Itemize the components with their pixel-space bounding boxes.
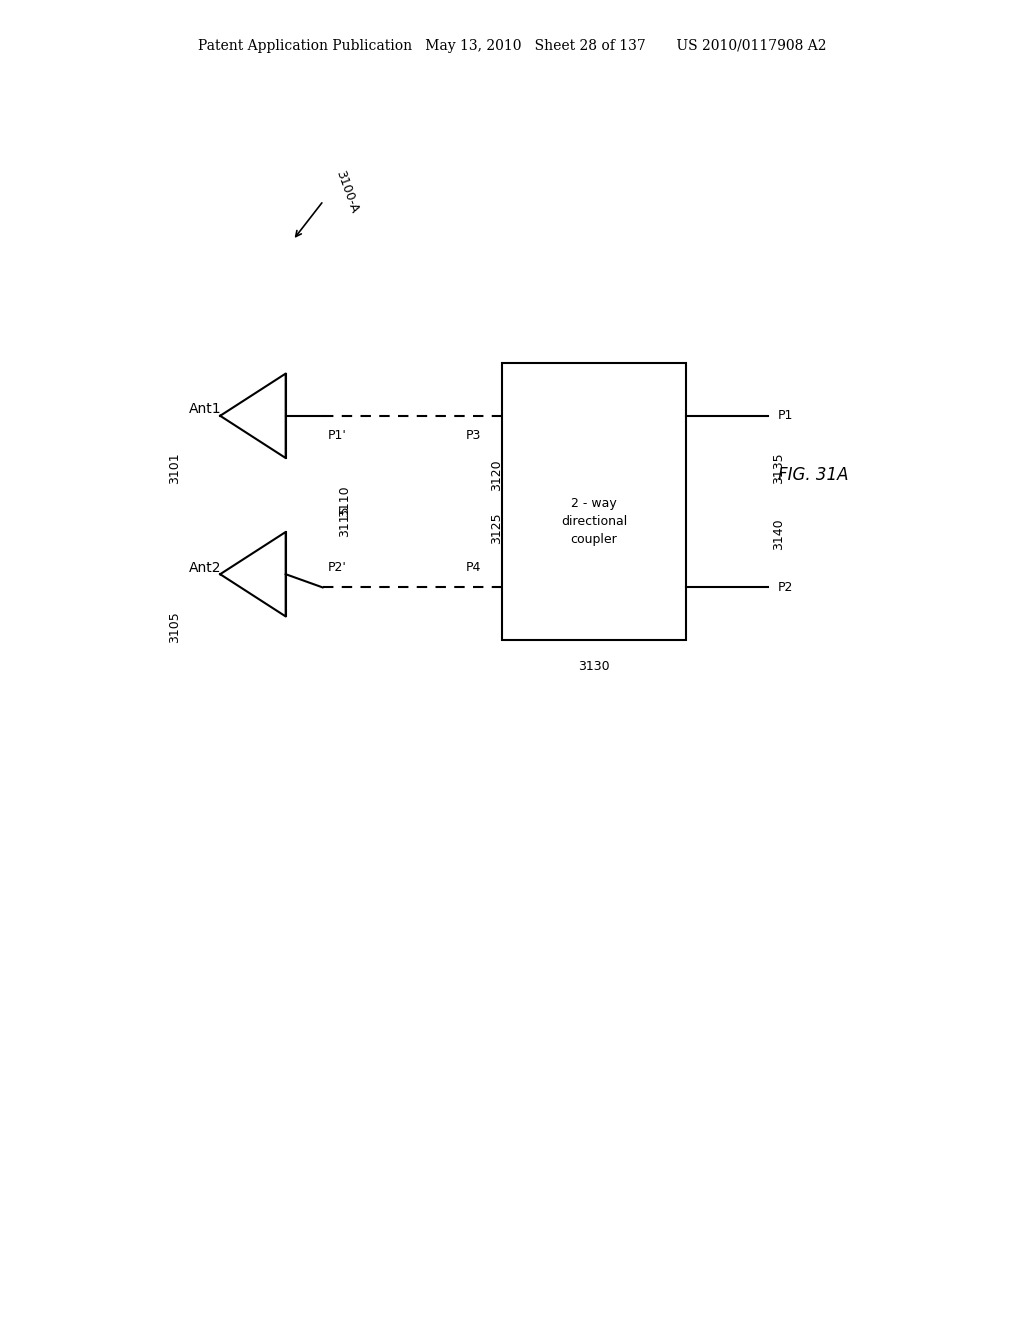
Text: P1: P1 [778,409,794,422]
Text: 2 - way
directional
coupler: 2 - way directional coupler [561,496,627,546]
Text: 3105: 3105 [168,611,180,643]
Text: P2: P2 [778,581,794,594]
Text: Ant1: Ant1 [188,403,221,416]
Text: FIG. 31A: FIG. 31A [778,466,849,484]
Text: 3140: 3140 [772,519,784,550]
Text: Patent Application Publication   May 13, 2010   Sheet 28 of 137       US 2010/01: Patent Application Publication May 13, 2… [198,40,826,53]
Text: P3: P3 [466,429,481,442]
Text: 3110: 3110 [338,486,351,517]
Text: Ant2: Ant2 [188,561,221,574]
Text: 3130: 3130 [579,660,609,673]
Text: P1': P1' [328,429,346,442]
Text: 3101: 3101 [168,453,180,484]
Text: 3120: 3120 [490,459,503,491]
Text: P4: P4 [466,561,481,574]
Text: 3125: 3125 [490,512,503,544]
Text: 3100-A: 3100-A [333,168,360,215]
FancyBboxPatch shape [502,363,686,640]
Text: 3135: 3135 [772,453,784,484]
Text: P2': P2' [328,561,346,574]
Text: 3115: 3115 [338,506,351,537]
